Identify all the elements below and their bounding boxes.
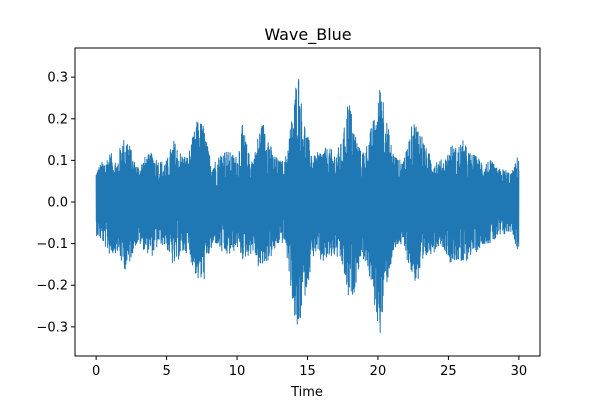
x-tick-label: 15 [299, 364, 316, 379]
y-tick-label: 0.2 [47, 112, 68, 127]
y-tick-label: 0.0 [47, 196, 68, 211]
x-axis: 0 5 10 15 20 25 30 [92, 356, 527, 379]
y-tick-label: −0.1 [36, 237, 68, 252]
y-axis: −0.3 −0.2 −0.1 0.0 0.1 0.2 0.3 [36, 71, 75, 335]
y-tick-label: −0.3 [36, 320, 68, 335]
y-tick-label: 0.3 [47, 71, 68, 86]
x-tick-label: 0 [92, 364, 100, 379]
waveform-layer [95, 78, 520, 333]
x-tick-label: 10 [229, 364, 246, 379]
x-tick-label: 20 [370, 364, 387, 379]
x-tick-label: 25 [440, 364, 457, 379]
waveform-series-line [95, 78, 520, 333]
x-axis-label: Time [290, 385, 323, 400]
y-tick-label: 0.1 [47, 154, 68, 169]
y-tick-label: −0.2 [36, 279, 68, 294]
x-tick-label: 30 [511, 364, 528, 379]
x-tick-label: 5 [162, 364, 170, 379]
chart-title: Wave_Blue [264, 25, 351, 45]
